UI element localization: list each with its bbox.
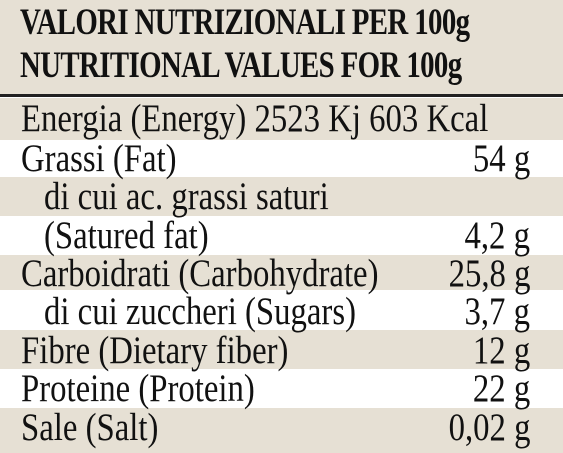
- energy-label: Energia (Energy) 2523 Kj 603 Kcal: [21, 97, 489, 140]
- fat-label: Grassi (Fat): [21, 137, 177, 180]
- row-band: [0, 177, 563, 216]
- salt-value: 0,02 g: [448, 406, 530, 449]
- protein-value: 22 g: [472, 367, 530, 410]
- salt-label: Sale (Salt): [21, 406, 159, 449]
- sugars-label: di cui zuccheri (Sugars): [44, 290, 357, 333]
- carbohydrate-value: 25,8 g: [448, 252, 530, 295]
- fiber-label: Fibre (Dietary fiber): [21, 329, 289, 372]
- header-band: [0, 0, 563, 94]
- row-band: [0, 408, 563, 453]
- fat-value: 54 g: [472, 137, 530, 180]
- saturated-fat-label-italian: di cui ac. grassi saturi: [44, 175, 329, 218]
- row-band: [0, 255, 563, 290]
- row-band: [0, 98, 563, 140]
- header-divider: [0, 94, 563, 97]
- sugars-value: 3,7 g: [464, 290, 530, 333]
- row-band: [0, 330, 563, 369]
- header-title-italian: VALORI NUTRIZIONALI PER 100g: [20, 2, 470, 43]
- saturated-fat-label-english: (Satured fat): [44, 214, 209, 257]
- protein-label: Proteine (Protein): [21, 367, 255, 410]
- saturated-fat-value: 4,2 g: [464, 214, 530, 257]
- header-title-english: NUTRITIONAL VALUES FOR 100g: [20, 45, 462, 86]
- fiber-value: 12 g: [472, 329, 530, 372]
- carbohydrate-label: Carboidrati (Carbohydrate): [21, 252, 379, 295]
